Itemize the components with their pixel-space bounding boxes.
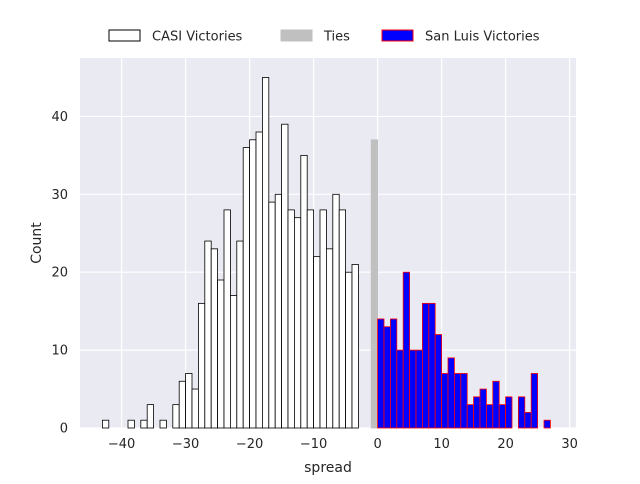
histogram-bar [370, 139, 379, 429]
histogram-bar [306, 209, 315, 429]
legend-label-casi: CASI Victories [152, 30, 243, 45]
histogram-bar [543, 419, 551, 429]
x-tick-label: 20 [497, 437, 514, 452]
histogram-bar [505, 396, 513, 429]
histogram-bar [281, 123, 289, 429]
histogram-bar [389, 318, 398, 429]
histogram-bar [236, 240, 244, 429]
histogram-bar [396, 349, 404, 429]
histogram-bar [178, 380, 186, 429]
histogram-bar [530, 373, 539, 429]
x-tick-label: −10 [300, 437, 327, 452]
histogram-bar [441, 373, 449, 429]
histogram-bar [217, 279, 225, 429]
y-tick-label: 40 [51, 110, 68, 125]
histogram-bar [453, 373, 462, 429]
legend-label-ties: Ties [323, 30, 350, 45]
histogram-bar [249, 139, 257, 429]
histogram-bar [127, 419, 135, 429]
histogram-bar [479, 388, 487, 429]
x-tick-label: −40 [108, 437, 135, 452]
x-axis-label: spread [304, 460, 352, 476]
histogram-bar [146, 404, 154, 429]
histogram-bar [428, 302, 436, 429]
histogram-bar [268, 201, 276, 429]
histogram-bar [402, 271, 411, 429]
histogram-bar [498, 404, 507, 429]
histogram-bar [460, 373, 468, 429]
x-tick-label: −30 [172, 437, 199, 452]
histogram-bar [172, 404, 180, 429]
histogram-bar [287, 209, 295, 429]
histogram-bars [102, 77, 551, 429]
legend-swatch-san-luis [381, 29, 414, 42]
histogram-bar [274, 193, 283, 429]
histogram-bar [466, 404, 475, 429]
histogram-bar [210, 248, 218, 429]
histogram-bar [415, 349, 423, 429]
histogram-bar [255, 131, 263, 429]
y-tick-label: 30 [51, 188, 68, 203]
histogram-bar [191, 388, 199, 429]
histogram-bar [319, 209, 327, 429]
histogram-bar [159, 419, 167, 429]
histogram-bar [242, 147, 250, 429]
x-tick-label: 0 [373, 437, 381, 452]
histogram-bar [229, 295, 238, 429]
histogram-bar [204, 240, 212, 429]
histogram-bar [197, 302, 206, 429]
histogram-bar [351, 264, 359, 429]
legend-label-san-luis: San Luis Victories [425, 30, 540, 45]
x-tick-label: 10 [433, 437, 450, 452]
histogram-bar [261, 77, 270, 429]
y-axis-ticks: 0 10 20 30 40 [51, 110, 68, 437]
histogram-bar [485, 404, 494, 429]
histogram-bar [338, 209, 347, 429]
histogram-bar [332, 193, 340, 429]
y-tick-label: 0 [60, 422, 68, 437]
histogram-bar [102, 419, 110, 429]
legend-swatch-ties [280, 29, 313, 42]
histogram-bar [223, 209, 231, 429]
histogram-bar [345, 271, 353, 429]
legend-swatch-casi [108, 29, 141, 42]
histogram-bar [140, 419, 148, 429]
histogram-bar [421, 302, 430, 429]
histogram-bar [434, 334, 443, 429]
histogram-bar [383, 326, 391, 429]
x-axis-ticks: −40 −30 −20 −10 0 10 20 30 [108, 437, 578, 452]
histogram-bar [518, 396, 526, 429]
histogram-bar [409, 349, 417, 429]
x-tick-label: −20 [236, 437, 263, 452]
histogram-bar [325, 248, 334, 429]
histogram-bar [185, 373, 193, 429]
legend: CASI Victories Ties San Luis Victories [108, 29, 540, 45]
histogram-bar [377, 318, 385, 429]
y-tick-label: 10 [51, 344, 68, 359]
y-axis-label: Count [29, 222, 45, 264]
histogram-bar [313, 256, 321, 429]
histogram-bar [300, 154, 308, 429]
histogram-bar [492, 380, 500, 429]
histogram-bar [473, 396, 481, 429]
histogram-bar [447, 357, 455, 429]
y-tick-label: 20 [51, 266, 68, 281]
x-tick-label: 30 [561, 437, 578, 452]
histogram-bar [524, 412, 532, 429]
histogram-bar [293, 217, 302, 429]
